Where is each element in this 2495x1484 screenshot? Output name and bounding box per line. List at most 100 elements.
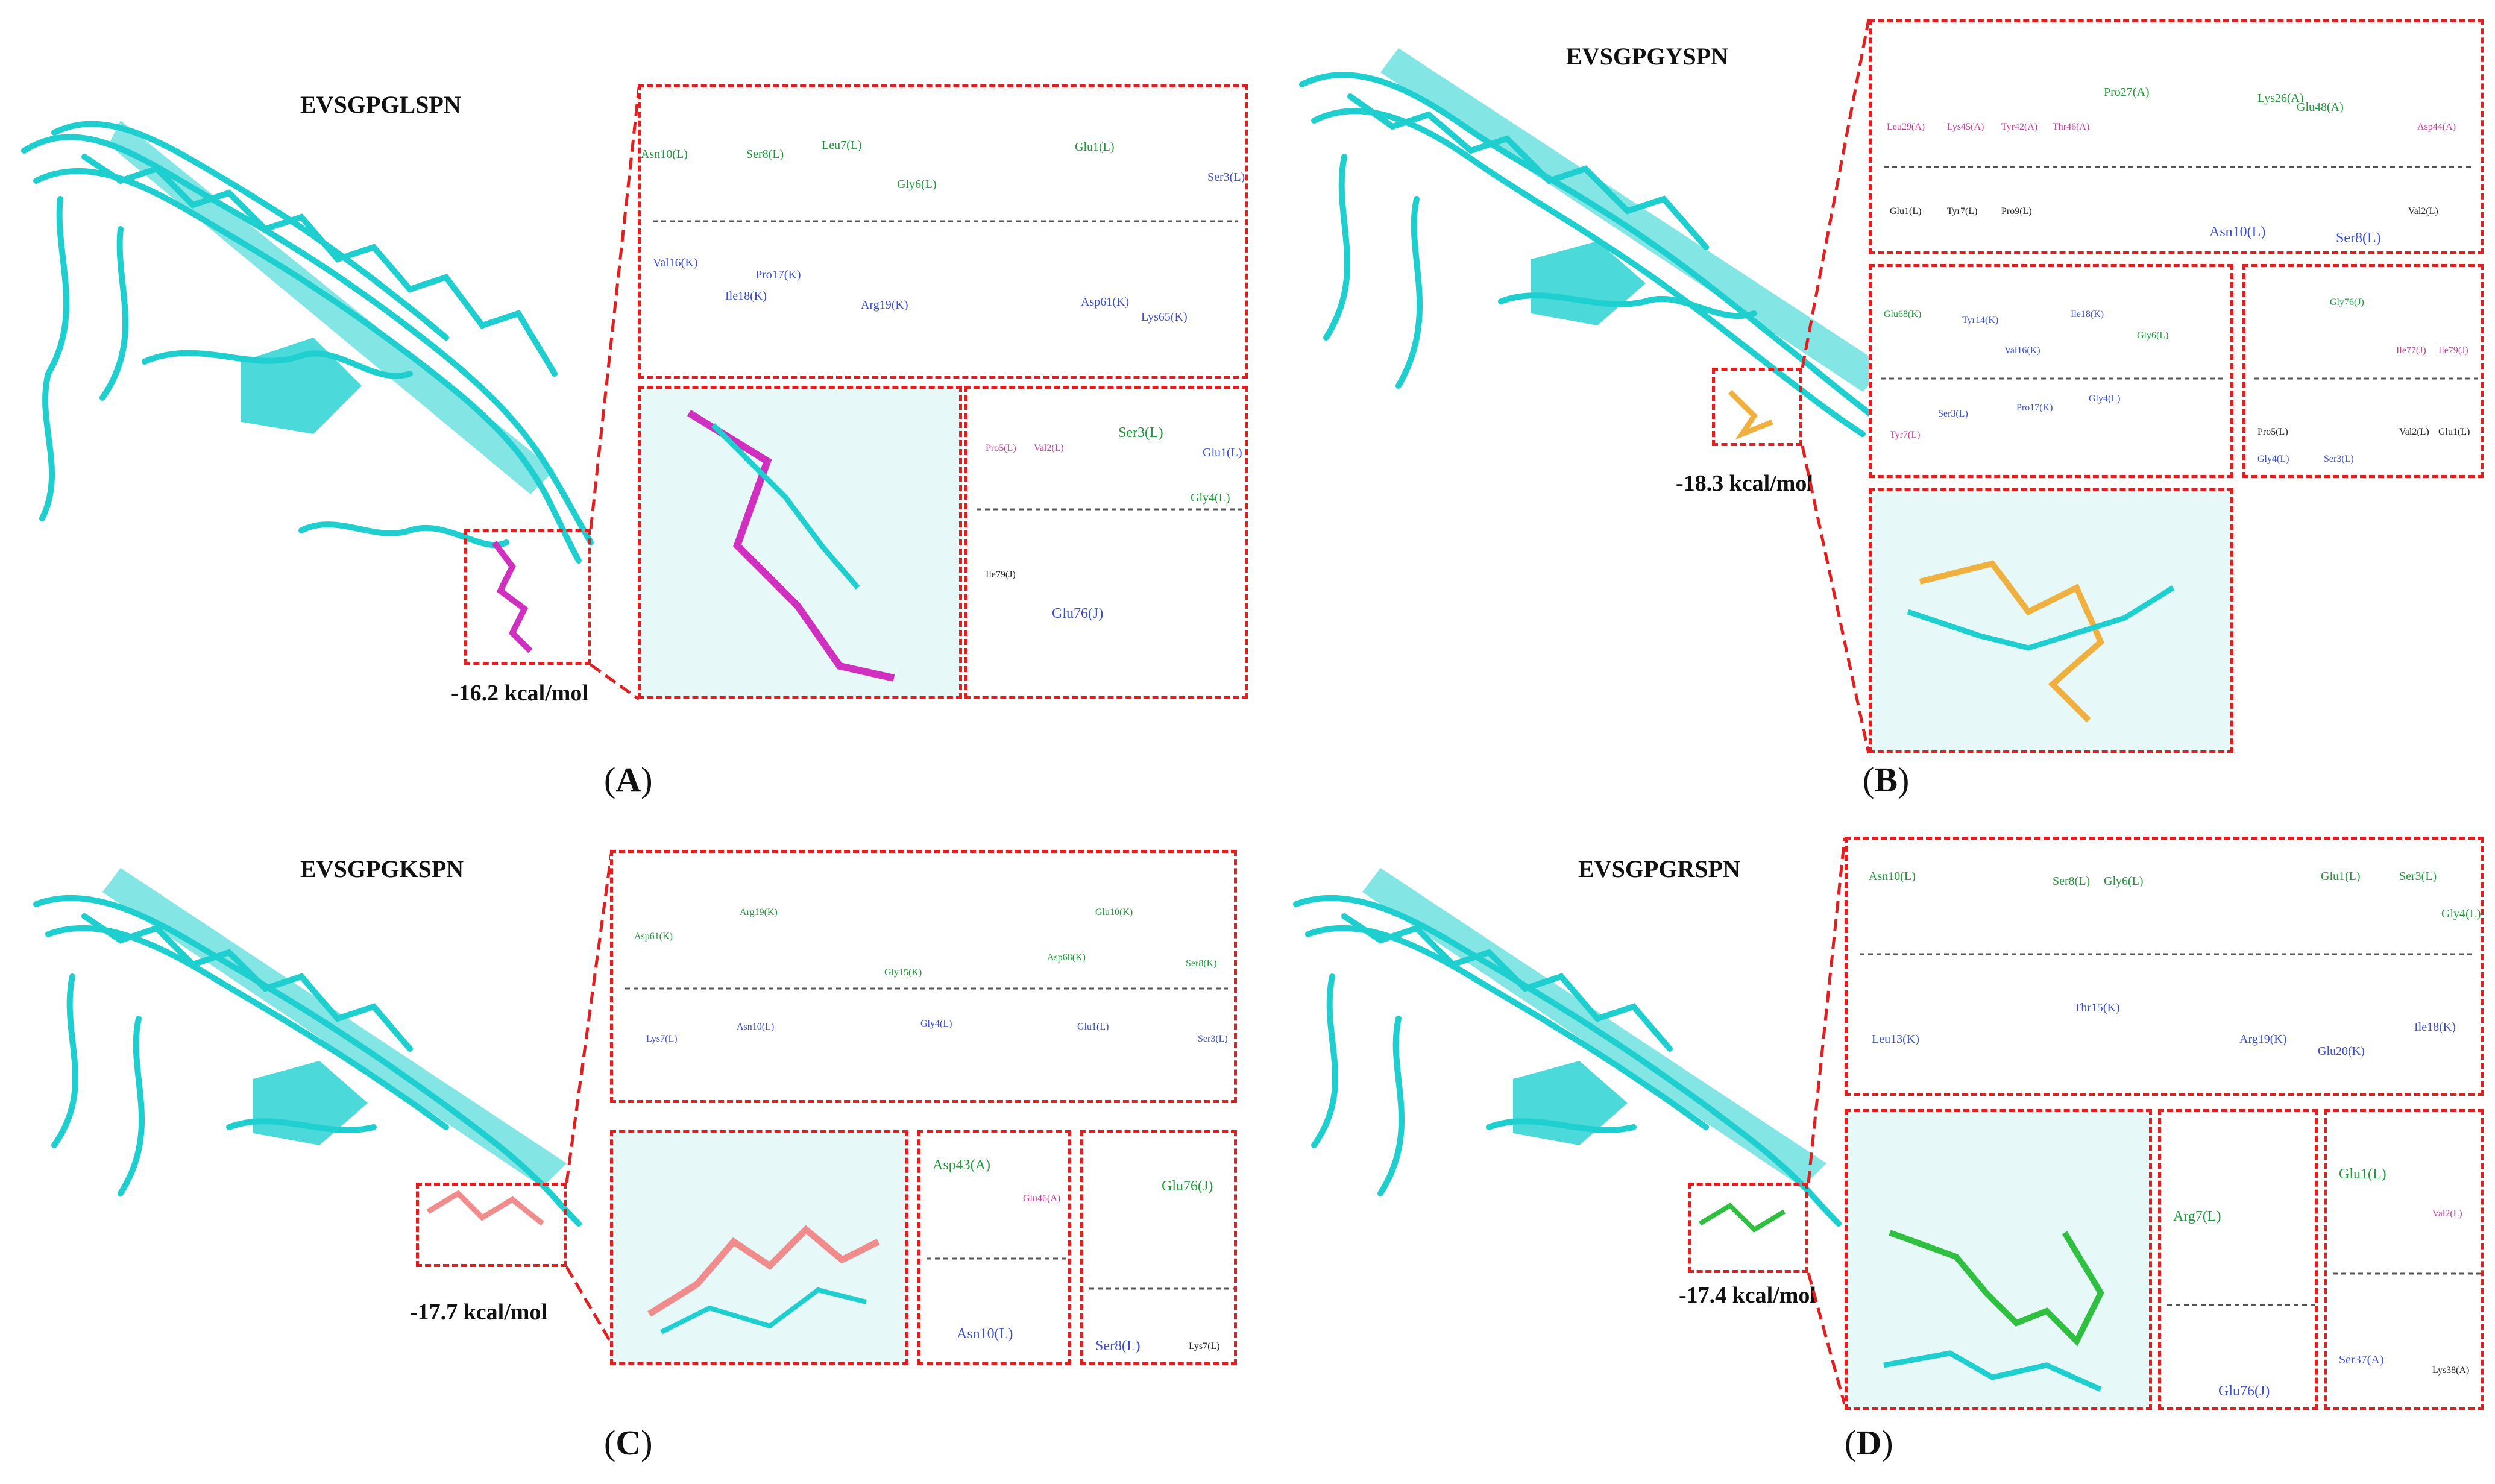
- panel-b: EVSGPGYSPN -18.3 kcal/mol Pro27(A) Lys26…: [1260, 0, 2495, 814]
- residue-label: Ser37(A): [2339, 1353, 2384, 1366]
- structure-3d-box-d: [1845, 1109, 2152, 1410]
- residue-label: Arg19(K): [2239, 1033, 2287, 1046]
- panel-d: EVSGPGRSPN -17.4 kcal/mol Asn10(L) Ser8(…: [1260, 826, 2495, 1484]
- residue-label: Glu1(L): [1203, 446, 1242, 459]
- residue-label: Asn10(L): [641, 148, 688, 161]
- residue-label: Gly4(L): [2257, 454, 2289, 464]
- residue-label: Lys7(L): [1189, 1341, 1220, 1351]
- residue-label: Pro27(A): [2104, 86, 2150, 99]
- residue-label: Pro5(L): [986, 443, 1016, 453]
- interaction-2d-mid-box-b: Glu68(K) Tyr14(K) Val16(K) Ile18(K) Gly6…: [1869, 264, 2233, 478]
- ligand-a: [492, 541, 533, 653]
- residue-label: Arg19(K): [740, 907, 778, 917]
- residue-label: Arg19(K): [861, 298, 908, 312]
- residue-label: Leu7(L): [822, 139, 862, 152]
- residue-label: Lys26(A): [2257, 92, 2304, 105]
- residue-label: Asp61(K): [634, 931, 673, 942]
- binding-site-box-d: [1688, 1183, 1808, 1273]
- residue-label: Ile18(K): [725, 289, 767, 303]
- residue-label: Asn10(L): [957, 1326, 1013, 1342]
- panel-c: EVSGPGKSPN -17.7 kcal/mol Asp61(K) Arg19…: [0, 826, 1248, 1484]
- interaction-2d-sub-box-c2: Glu76(J) Ser8(L) Lys7(L): [1080, 1130, 1237, 1365]
- residue-label: Glu76(J): [1162, 1178, 1213, 1194]
- structure-3d-box-c: [610, 1130, 908, 1365]
- zoom-lines-b: [1801, 19, 1870, 754]
- binding-energy-d: -17.4 kcal/mol: [1679, 1283, 1816, 1308]
- residue-label: Ser3(L): [2399, 870, 2437, 883]
- residue-label: Gly6(L): [897, 178, 937, 191]
- residue-label: Gly4(L): [2089, 394, 2121, 404]
- ligand-d: [1698, 1202, 1786, 1233]
- interaction-2d-sub-box-c1: Asp43(A) Glu46(A) Asn10(L): [917, 1130, 1071, 1365]
- residue-label: Thr46(A): [2053, 122, 2090, 132]
- residue-label: Tyr7(L): [1947, 206, 1978, 216]
- binding-energy-a: -16.2 kcal/mol: [451, 681, 588, 706]
- residue-label: Gly4(L): [920, 1019, 952, 1029]
- residue-label: Asn10(L): [737, 1022, 775, 1032]
- ligand-c: [426, 1190, 544, 1226]
- zoom-lines-d: [1807, 837, 1846, 1405]
- structure-3d-box-a: [638, 386, 962, 699]
- residue-label: Ser3(L): [2324, 454, 2354, 464]
- residue-label: Gly4(L): [2441, 907, 2481, 920]
- panel-label-c: (C): [604, 1423, 653, 1462]
- binding-site-box-b: [1712, 368, 1802, 446]
- interaction-2d-sub-box-d2: Glu1(L) Val2(L) Ser37(A) Lys38(A): [2324, 1109, 2484, 1410]
- residue-label: Val2(L): [2432, 1209, 2462, 1219]
- residue-label: Gly6(L): [2137, 330, 2169, 341]
- residue-label: Ser8(L): [2053, 875, 2091, 888]
- residue-label: Glu20(K): [2318, 1045, 2365, 1058]
- peptide-sequence-a: EVSGPGLSPN: [300, 91, 461, 118]
- residue-label: Pro9(L): [2001, 206, 2032, 216]
- residue-label: Arg7(L): [2173, 1209, 2221, 1224]
- protein-structure-d: [1293, 868, 1842, 1227]
- residue-label: Val16(K): [653, 256, 698, 269]
- residue-label: Asp43(A): [933, 1157, 990, 1173]
- peptide-sequence-b: EVSGPGYSPN: [1566, 43, 1728, 70]
- panel-a: EVSGPGLSPN -16.2 kcal/mol Asn10(L) Ser8(…: [0, 0, 1248, 799]
- residue-label: Glu1(L): [2321, 870, 2361, 883]
- residue-label: Asp68(K): [1047, 952, 1086, 963]
- residue-label: Glu48(A): [2297, 101, 2344, 114]
- residue-label: Ile79(J): [986, 570, 1016, 580]
- residue-label: Gly15(K): [884, 967, 922, 978]
- residue-label: Asp44(A): [2417, 122, 2456, 132]
- binding-site-box-a: [464, 529, 591, 665]
- residue-label: Val16(K): [2004, 345, 2040, 356]
- residue-label: Tyr42(A): [2001, 122, 2038, 132]
- binding-energy-c: -17.7 kcal/mol: [410, 1300, 547, 1325]
- residue-label: Ile18(K): [2071, 309, 2104, 319]
- residue-label: Leu13(K): [1872, 1033, 1919, 1046]
- residue-label: Glu1(L): [2339, 1166, 2386, 1182]
- residue-label: Ser8(L): [1095, 1338, 1141, 1354]
- residue-label: Lys7(L): [646, 1034, 678, 1044]
- protein-structure-c: [33, 868, 582, 1227]
- residue-label: Ser8(K): [1186, 958, 1217, 969]
- residue-label: Glu1(L): [1890, 206, 1922, 216]
- zoom-lines-a: [589, 87, 641, 701]
- residue-label: Ile79(J): [2438, 345, 2468, 356]
- protein-structure-b: [1299, 48, 1887, 437]
- residue-label: Asn10(L): [1869, 870, 1916, 883]
- residue-label: Ser8(L): [2336, 230, 2381, 246]
- peptide-sequence-c: EVSGPGKSPN: [300, 855, 464, 882]
- peptide-sequence-d: EVSGPGRSPN: [1578, 855, 1740, 882]
- protein-structure-a: [21, 121, 594, 564]
- residue-label: Lys45(A): [1947, 122, 1984, 132]
- interaction-2d-box-b: Pro27(A) Lys26(A) Glu48(A) Asn10(L) Ser8…: [1869, 19, 2484, 254]
- residue-label: Glu68(K): [1884, 309, 1922, 319]
- residue-label: Gly76(J): [2330, 297, 2364, 307]
- residue-label: Asn10(L): [2209, 224, 2266, 240]
- residue-label: Ser3(L): [1118, 425, 1163, 441]
- ligand-b: [1728, 389, 1773, 440]
- residue-label: Val2(L): [1034, 443, 1064, 453]
- residue-label: Pro17(K): [755, 268, 801, 281]
- residue-label: Asp61(K): [1081, 295, 1129, 309]
- zoom-lines-c: [565, 849, 614, 1345]
- panel-label-d: (D): [1845, 1423, 1893, 1462]
- interaction-2d-right-box-b: Gly76(J) Ile77(J) Ile79(J) Pro5(L) Val2(…: [2242, 264, 2484, 478]
- interaction-2d-sub-box-d1: Arg7(L) Glu76(J): [2158, 1109, 2318, 1410]
- residue-label: Val2(L): [2408, 206, 2438, 216]
- residue-label: Pro17(K): [2016, 403, 2053, 413]
- residue-label: Gly6(L): [2104, 875, 2144, 888]
